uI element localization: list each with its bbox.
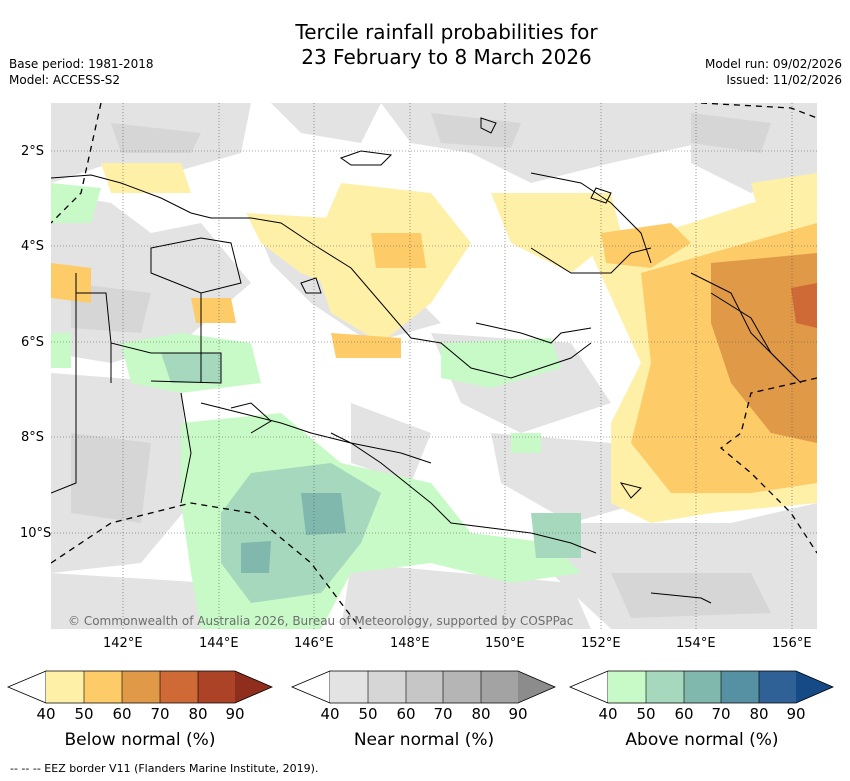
model-run: Model run: 09/02/2026 [704,57,842,71]
lon-label-154e: 154°E [676,636,716,651]
swatch-near-80 [481,671,518,703]
title-line2: 23 February to 8 March 2026 [301,45,592,69]
cb-below-tick-70: 70 [150,705,170,723]
lon-label-152e: 152°E [581,636,621,651]
cb-near-tick-60: 60 [396,705,416,723]
issued-date: Issued: 11/02/2026 [726,73,842,87]
cb-below-tick-40: 40 [36,705,56,723]
cb-above-tick-90: 90 [786,705,806,723]
swatch-near-40 [330,671,368,703]
swatch-above-40 [608,671,646,703]
map-copyright: © Commonwealth of Australia 2026, Bureau… [68,614,574,628]
cb-near-tick-50: 50 [358,705,378,723]
lon-label-148e: 148°E [390,636,430,651]
graticule [51,103,817,629]
lon-label-146e: 146°E [294,636,334,651]
cb-below-tick-50: 50 [74,705,94,723]
colorbar-above-normal [568,670,835,704]
cb-above-tick-70: 70 [711,705,731,723]
swatch-above-90 [796,671,833,703]
lon-label-142e: 142°E [103,636,143,651]
cb-below-label: Below normal (%) [64,730,216,750]
lat-label-2s: 2°S [20,144,44,159]
cb-near-tick-90: 90 [508,705,528,723]
swatch-below-40 [46,671,84,703]
lon-label-150e: 150°E [485,636,525,651]
map-title: Tercile rainfall probabilities for 23 Fe… [0,20,850,70]
lat-label-10s: 10°S [20,526,52,541]
meta-left: Base period: 1981-2018 Model: ACCESS-S2 [9,56,154,88]
title-line1: Tercile rainfall probabilities for [295,20,598,44]
below-normal-shading [51,163,817,523]
cb-above-tick-40: 40 [598,705,618,723]
swatch-above-60 [684,671,721,703]
cb-near-tick-80: 80 [471,705,491,723]
cb-near-label: Near normal (%) [353,730,495,750]
coastlines [51,117,802,604]
cb-above-label: Above normal (%) [625,730,779,750]
lat-label-4s: 4°S [20,239,44,254]
eez-legend: -- -- -- EEZ border V11 (Flanders Marine… [10,762,319,775]
swatch-near-70 [443,671,481,703]
eez-borders [51,103,817,629]
colorbar-near-normal [290,670,557,704]
swatch-below-90 [235,671,272,703]
swatch-below-70 [160,671,198,703]
swatch-below-80 [198,671,235,703]
tercile-map [51,103,817,629]
cb-below-tick-60: 60 [112,705,132,723]
colorbar-below-normal [6,670,274,704]
colorbars [6,670,835,704]
swatch-near-50 [368,671,406,703]
swatch-below-50 [84,671,122,703]
cb-near-tick-70: 70 [433,705,453,723]
cb-above-tick-60: 60 [674,705,694,723]
cb-above-tick-80: 80 [749,705,769,723]
cb-below-tick-80: 80 [188,705,208,723]
swatch-above-50 [646,671,684,703]
lat-label-8s: 8°S [20,430,44,445]
swatch-above-80 [759,671,796,703]
lon-label-144e: 144°E [199,636,239,651]
lon-label-156e: 156°E [772,636,812,651]
lat-label-6s: 6°S [20,335,44,350]
cb-below-tick-90: 90 [225,705,245,723]
cb-above-tick-50: 50 [636,705,656,723]
cb-near-tick-40: 40 [320,705,340,723]
swatch-above-70 [721,671,759,703]
swatch-below-60 [122,671,160,703]
meta-right: Model run: 09/02/2026 Issued: 11/02/2026 [705,56,842,88]
model-name: Model: ACCESS-S2 [9,73,121,87]
swatch-near-90 [518,671,555,703]
swatch-near-60 [406,671,443,703]
base-period: Base period: 1981-2018 [9,57,154,71]
